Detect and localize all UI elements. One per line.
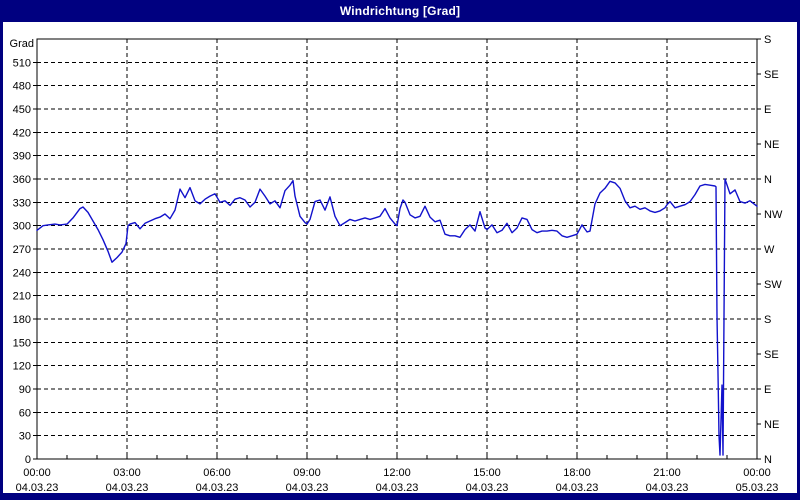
y-left-tick-label: 120 [13,361,31,373]
x-date-label: 04.03.23 [106,482,149,494]
y-right-tick-label: NE [764,419,779,431]
y-left-tick-label: 180 [13,314,31,326]
y-left-tick-label: 30 [19,431,31,443]
y-left-tick-label: 330 [13,197,31,209]
y-axis-unit-label: Grad [10,38,34,50]
x-time-label: 00:00 [743,467,771,479]
window-title: Windrichtung [Grad] [339,4,461,18]
x-time-label: 09:00 [293,467,321,479]
y-right-tick-label: E [764,104,771,116]
y-right-tick-label: SW [764,279,782,291]
y-left-tick-label: 60 [19,407,31,419]
y-left-tick-label: 480 [13,81,31,93]
y-right-tick-label: S [764,314,771,326]
y-right-tick-label: S [764,34,771,46]
y-left-tick-label: 360 [13,174,31,186]
wind-direction-line [36,178,758,456]
x-date-label: 04.03.23 [16,482,59,494]
x-time-label: 18:00 [563,467,591,479]
y-left-tick-label: 390 [13,151,31,163]
x-time-label: 00:00 [23,467,51,479]
plot-background [3,22,797,493]
y-right-tick-label: W [764,244,775,256]
y-right-tick-label: NW [764,209,783,221]
y-right-tick-label: NE [764,139,779,151]
window-title-bar: Windrichtung [Grad] [0,0,800,22]
y-left-tick-label: 0 [25,454,31,466]
y-left-tick-label: 420 [13,127,31,139]
y-right-tick-label: E [764,384,771,396]
y-left-tick-label: 90 [19,384,31,396]
y-left-tick-label: 510 [13,57,31,69]
x-date-label: 04.03.23 [196,482,239,494]
y-left-tick-label: 210 [13,291,31,303]
x-time-label: 21:00 [653,467,681,479]
y-right-tick-label: N [764,174,772,186]
y-right-tick-label: SE [764,69,779,81]
x-date-label: 04.03.23 [556,482,599,494]
x-date-label: 04.03.23 [286,482,329,494]
y-right-tick-label: SE [764,349,779,361]
y-left-tick-label: 300 [13,221,31,233]
x-time-label: 06:00 [203,467,231,479]
x-date-label: 05.03.23 [736,482,779,494]
x-date-label: 04.03.23 [376,482,419,494]
x-time-label: 15:00 [473,467,501,479]
x-time-label: 03:00 [113,467,141,479]
y-left-tick-label: 450 [13,104,31,116]
x-date-label: 04.03.23 [466,482,509,494]
y-right-tick-label: N [764,454,772,466]
y-left-tick-label: 270 [13,244,31,256]
y-left-tick-label: 240 [13,267,31,279]
x-date-label: 04.03.23 [646,482,689,494]
x-time-label: 12:00 [383,467,411,479]
y-left-tick-label: 150 [13,337,31,349]
